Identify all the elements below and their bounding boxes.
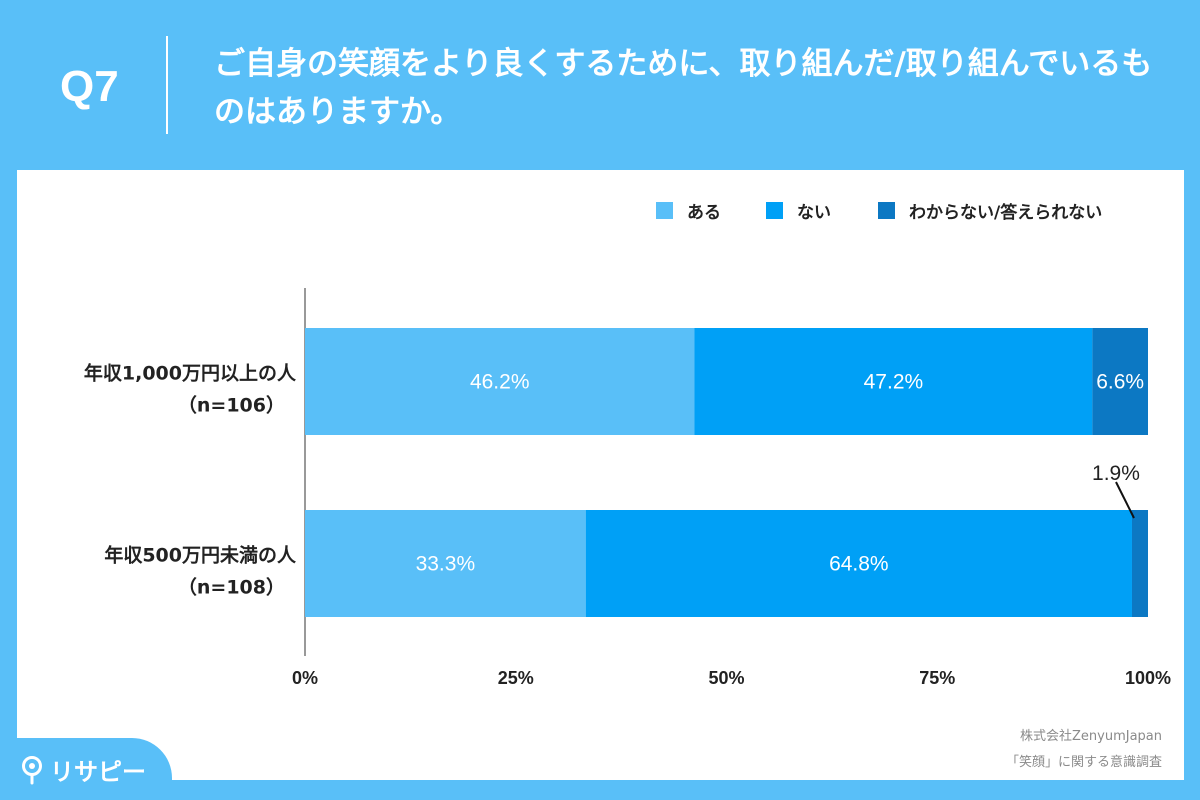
bar-segment-1-2 [694, 328, 1093, 435]
legend-label-no: ない [797, 202, 831, 223]
data-label-1-1: 46.2% [470, 371, 530, 394]
legend-item-yes: ある [656, 198, 721, 223]
data-label-2-3: 1.9% [1092, 462, 1140, 485]
category-n-1: （n=106） [178, 394, 285, 417]
bar-segment-1-1 [305, 328, 695, 435]
bar-segment-2-2 [585, 510, 1132, 617]
data-label-2-2: 64.8% [829, 553, 889, 576]
legend-item-unknown: わからない/答えられない [878, 198, 1103, 223]
x-tick-label-1: 0% [292, 668, 318, 688]
question-number: Q7 [60, 62, 119, 111]
legend-label-unknown: わからない/答えられない [909, 202, 1103, 223]
header-divider [166, 36, 168, 134]
legend-swatch-yes [656, 201, 673, 219]
legend: ある ない わからない/答えられない [0, 198, 1200, 223]
legend-item-no: ない [766, 198, 831, 223]
source-note: 株式会社ZenyumJapan 「笑顔」に関する意識調査 [1006, 724, 1162, 776]
logo-tab [0, 738, 172, 800]
legend-swatch-unknown [878, 201, 895, 219]
logo-text: リサピー [50, 758, 146, 786]
legend-swatch-no [766, 201, 783, 219]
bar-segment-2-1 [305, 510, 586, 617]
x-tick-label-3: 50% [708, 668, 744, 688]
bar-segment-1-3 [1092, 328, 1148, 435]
data-label-1-3: 6.6% [1096, 371, 1144, 394]
source-company: 株式会社ZenyumJapan [1020, 729, 1162, 744]
question-title: ご自身の笑顔をより良くするために、取り組んだ/取り組んでいるものはありますか。 [214, 46, 1153, 130]
legend-label-yes: ある [687, 202, 721, 223]
source-survey: 「笑顔」に関する意識調査 [1005, 755, 1162, 770]
category-label-1: 年収1,000万円以上の人 [84, 362, 297, 385]
x-tick-label-4: 75% [919, 668, 955, 688]
x-tick-label-2: 25% [498, 668, 534, 688]
category-n-2: （n=108） [178, 576, 285, 599]
x-tick-label-5: 100% [1125, 668, 1171, 688]
data-label-2-1: 33.3% [416, 553, 476, 576]
header: Q7 ご自身の笑顔をより良くするために、取り組んだ/取り組んでいるものはあります… [0, 0, 1200, 170]
data-label-1-2: 47.2% [864, 371, 924, 394]
logo: リサピー [20, 752, 146, 787]
location-pin-icon [22, 755, 42, 784]
chart-panel [17, 170, 1184, 780]
leader-line-2-3 [1115, 481, 1135, 519]
bar-segment-2-3 [1131, 510, 1148, 617]
category-label-2: 年収500万円未満の人 [104, 544, 297, 567]
